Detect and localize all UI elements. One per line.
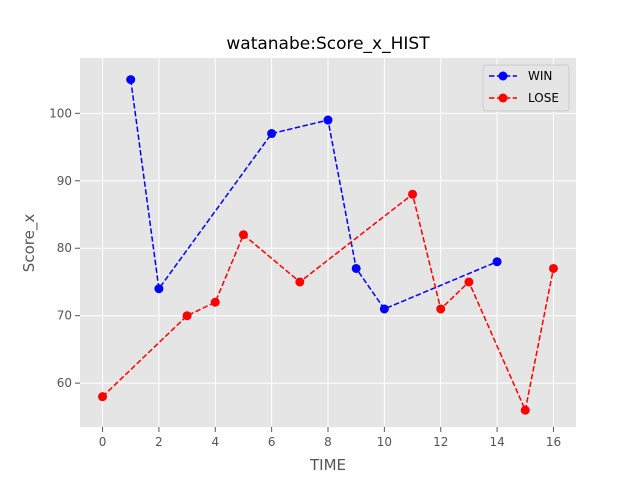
x-tick-label: 10 (377, 435, 392, 449)
series-layer (98, 75, 558, 415)
data-point-lose (295, 277, 305, 287)
data-point-lose (238, 230, 248, 240)
x-tick-label: 2 (155, 435, 163, 449)
y-tick-label: 60 (57, 376, 72, 390)
data-point-lose (182, 311, 192, 321)
x-tick-label: 8 (324, 435, 332, 449)
x-tick-label: 0 (99, 435, 107, 449)
data-point-win (492, 257, 502, 267)
data-point-win (351, 263, 361, 273)
y-tick-label: 100 (49, 106, 72, 120)
x-axis-label: TIME (309, 456, 346, 474)
x-tick-label: 16 (546, 435, 561, 449)
y-tick-label: 80 (57, 241, 72, 255)
x-tick-label: 14 (489, 435, 504, 449)
data-point-lose (520, 405, 530, 415)
data-point-lose (210, 297, 220, 307)
legend-lose-label: LOSE (528, 91, 559, 105)
data-point-lose (98, 392, 108, 402)
data-point-win (267, 129, 277, 139)
data-point-lose (464, 277, 474, 287)
data-point-win (154, 284, 164, 294)
legend-win-marker (498, 71, 508, 81)
axis-ticks: 0 2 4 6 8 10 12 14 16 60 70 80 90 100 (49, 106, 561, 449)
y-tick-label: 70 (57, 309, 72, 323)
data-point-lose (436, 304, 446, 314)
chart-title: watanabe:Score_x_HIST (226, 34, 430, 54)
series-line-lose (102, 192, 555, 413)
x-tick-label: 4 (211, 435, 219, 449)
y-tick-label: 90 (57, 174, 72, 188)
x-tick-label: 12 (433, 435, 448, 449)
x-tick-label: 6 (268, 435, 276, 449)
data-point-lose (408, 189, 418, 199)
legend-win-label: WIN (528, 69, 552, 83)
legend-lose-marker (498, 93, 508, 103)
data-point-win (323, 115, 333, 125)
data-point-win (379, 304, 389, 314)
legend: WIN LOSE (482, 64, 570, 112)
y-axis-label: Score_x (20, 214, 39, 273)
data-point-lose (548, 263, 558, 273)
data-point-win (126, 75, 136, 85)
